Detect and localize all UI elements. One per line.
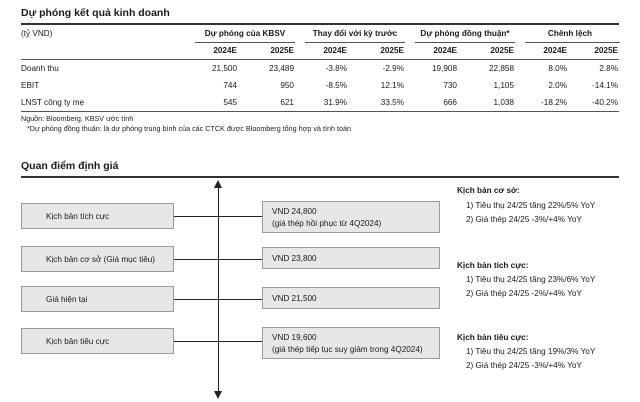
table-cell: 730 — [443, 81, 457, 90]
year-header: 2024E — [433, 46, 457, 55]
year-header: 2025E — [380, 46, 404, 55]
detail-title-bull: Kịch bản tích cực: — [457, 261, 529, 270]
scenario-box-base: Kịch bản cơ sở (Giá mục tiêu) — [21, 246, 174, 272]
arrow-down-icon — [214, 391, 222, 399]
table-cell: -3.8% — [325, 64, 347, 73]
year-header: 2025E — [490, 46, 514, 55]
group-underline — [525, 42, 620, 43]
table-cell: 2.0% — [548, 81, 567, 90]
year-header: 2025E — [594, 46, 618, 55]
price-note: (giá thép hồi phục từ 4Q2024) — [272, 219, 382, 228]
year-header: 2024E — [213, 46, 237, 55]
table-cell: 1,038 — [493, 98, 515, 107]
group-underline — [305, 42, 405, 43]
table-cell: 23,489 — [268, 64, 294, 73]
value-box-current: VND 21,500 — [262, 287, 440, 309]
row-label: Doanh thu — [21, 64, 59, 73]
value-box-bear: VND 19,600 (giá thép tiếp tục suy giảm t… — [262, 327, 440, 359]
table-cell: 666 — [443, 98, 457, 107]
price-note: (giá thép tiếp tục suy giảm trong 4Q2024… — [272, 345, 423, 354]
detail-line: 1) Tiêu thụ 24/25 tăng 23%/6% YoY — [466, 275, 596, 284]
footnote: *Dự phóng đồng thuận: là dự phóng trung … — [27, 124, 351, 133]
group-header-diff: Chênh lệch — [547, 29, 593, 38]
group-header-change: Thay đổi với kỳ trước — [312, 29, 398, 38]
table-cell: 21,500 — [211, 64, 237, 73]
price-value: VND 23,800 — [272, 254, 317, 263]
table-cell: 1,105 — [493, 81, 515, 90]
row-label: LNST công ty mẹ — [21, 98, 85, 107]
year-header: 2024E — [543, 46, 567, 55]
detail-line: 2) Giá thép 24/25 -3%/+4% YoY — [466, 361, 582, 370]
detail-line: 2) Giá thép 24/25 -3%/+4% YoY — [466, 215, 582, 224]
connector-line — [174, 259, 262, 260]
arrow-up-icon — [214, 180, 222, 188]
divider — [21, 59, 619, 60]
divider — [21, 111, 619, 112]
scenario-label: Giá hiện tại — [46, 294, 88, 304]
connector-line — [174, 216, 262, 217]
detail-title-bear: Kịch bản tiêu cực: — [457, 333, 529, 342]
table-cell: -14.1% — [592, 81, 618, 90]
price-value: VND 21,500 — [272, 294, 317, 303]
table-cell: 12.1% — [380, 81, 404, 90]
scenario-box-bear: Kịch bản tiêu cực — [21, 328, 174, 354]
table-cell: -8.5% — [325, 81, 347, 90]
table-cell: 950 — [280, 81, 294, 90]
table-cell: -40.2% — [592, 98, 618, 107]
group-underline — [195, 42, 295, 43]
section-title-forecast: Dự phóng kết quả kinh doanh — [21, 7, 170, 19]
value-box-bull: VND 24,800 (giá thép hồi phục từ 4Q2024) — [262, 201, 440, 233]
table-cell: 621 — [280, 98, 294, 107]
scenario-label: Kịch bản tích cực — [46, 211, 110, 221]
scenario-box-bull: Kịch bản tích cực — [21, 203, 174, 229]
table-cell: -18.2% — [541, 98, 567, 107]
group-header-kbsv: Dự phóng của KBSV — [204, 29, 286, 38]
table-cell: 8.0% — [548, 64, 567, 73]
table-cell: 22,858 — [488, 64, 514, 73]
detail-line: 1) Tiêu thụ 24/25 tăng 19%/3% YoY — [466, 347, 596, 356]
scenario-box-current: Giá hiện tại — [21, 286, 174, 312]
price-axis — [218, 186, 219, 394]
price-value: VND 24,800 — [272, 207, 317, 216]
detail-line: 1) Tiêu thụ 24/25 tăng 22%/5% YoY — [466, 201, 596, 210]
table-cell: 19,908 — [431, 64, 457, 73]
divider — [21, 176, 619, 178]
table-cell: 33.5% — [380, 98, 404, 107]
connector-line — [174, 299, 262, 300]
year-header: 2024E — [323, 46, 347, 55]
scenario-label: Kịch bản cơ sở (Giá mục tiêu) — [46, 254, 156, 264]
section-title-valuation: Quan điểm định giá — [21, 160, 119, 172]
table-cell: -2.9% — [382, 64, 404, 73]
row-label: EBIT — [21, 81, 40, 90]
year-header: 2025E — [270, 46, 294, 55]
table-cell: 2.8% — [599, 64, 618, 73]
value-box-base: VND 23,800 — [262, 247, 440, 269]
detail-line: 2) Giá thép 24/25 -2%/+4% YoY — [466, 289, 582, 298]
group-underline — [415, 42, 515, 43]
price-value: VND 19,600 — [272, 333, 317, 342]
table-cell: 31.9% — [323, 98, 347, 107]
table-cell: 744 — [223, 81, 237, 90]
group-header-consensus: Dự phóng đồng thuận* — [420, 29, 510, 38]
connector-line — [174, 341, 262, 342]
source-note: Nguồn: Bloomberg, KBSV ước tính — [21, 114, 134, 123]
table-cell: 545 — [223, 98, 237, 107]
detail-title-base: Kịch bản cơ sở: — [457, 186, 520, 195]
scenario-label: Kịch bản tiêu cực — [46, 336, 110, 346]
unit-label: (tỷ VND) — [21, 29, 53, 38]
divider — [21, 23, 619, 25]
